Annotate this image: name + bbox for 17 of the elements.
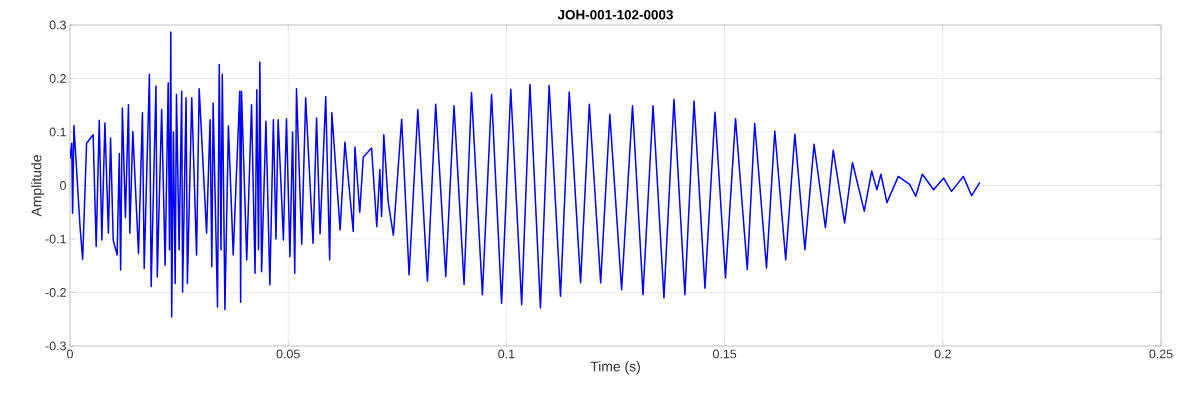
line-series <box>70 31 981 318</box>
y-tick-label: 0.3 <box>49 20 66 30</box>
y-axis-title: Amplitude <box>31 155 45 217</box>
y-tick-label: 0.2 <box>49 74 66 83</box>
x-tick-label: 0 <box>67 349 73 359</box>
chart-title: JOH-001-102-0003 <box>557 9 673 20</box>
y-tick-label: -0.1 <box>45 234 66 244</box>
y-tick-label: 0 <box>60 181 66 190</box>
x-axis-title: Time (s) <box>590 361 640 375</box>
y-tick-label: -0.3 <box>45 341 66 351</box>
y-tick-label: 0.1 <box>49 127 66 137</box>
x-tick-label: 0.2 <box>934 349 951 359</box>
x-tick-label: 0.1 <box>498 349 515 359</box>
y-tick-label: -0.2 <box>45 288 66 297</box>
x-tick-label: 0.15 <box>712 349 737 359</box>
x-tick-label: 0.05 <box>276 349 300 359</box>
x-tick-label: 0.25 <box>1149 349 1173 359</box>
